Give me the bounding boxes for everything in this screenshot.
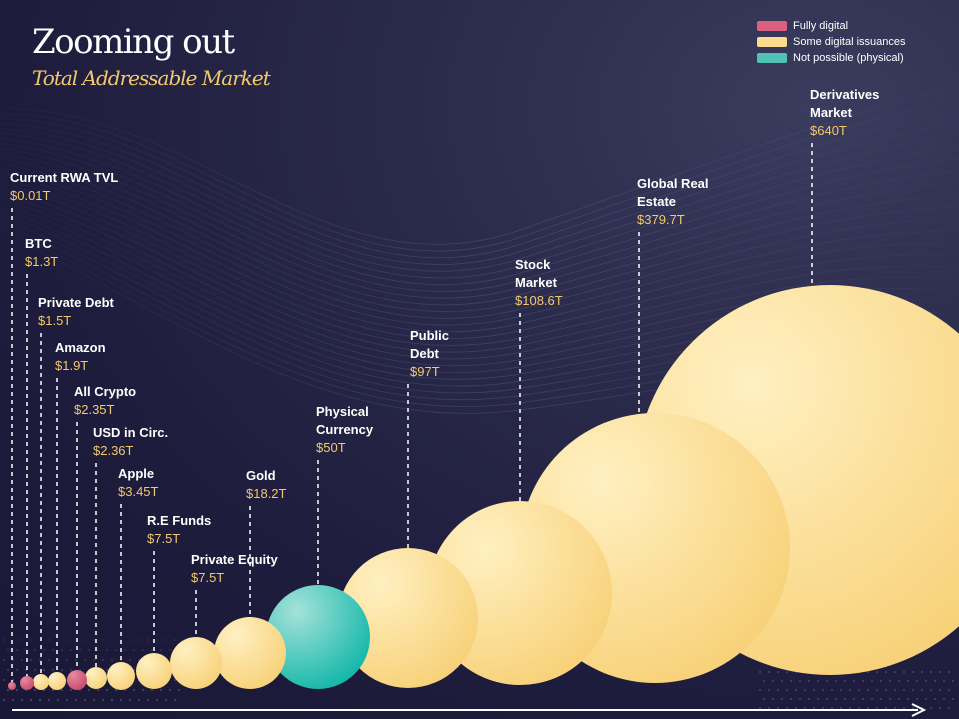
bubble-value-label: $1.3T [25,254,58,269]
bubble-value-label: $18.2T [246,486,287,501]
bubble [48,672,66,690]
bubble-name-label: Physical [316,404,369,419]
bubble [85,667,107,689]
bubble-value-label: $108.6T [515,293,563,308]
bubble [170,637,222,689]
bubble-value-label: $7.5T [147,531,180,546]
legend-item-some-digital: Some digital issuances [757,34,906,50]
bubble [338,548,478,688]
bubble-name-label: Apple [118,466,154,481]
bubble-value-label: $2.36T [93,443,134,458]
bubble-value-label: $640T [810,123,847,138]
bubble [214,617,286,689]
bubble-labels: Current RWA TVL $0.01T BTC $1.3T Private Deb… [10,87,879,585]
legend-label: Not possible (physical) [793,52,904,64]
bubble-name-label: Derivatives [810,87,879,102]
bubble-name-label: Debt [410,346,440,361]
legend-swatch-some-digital [757,37,787,47]
bubble-name-label: R.E Funds [147,513,211,528]
bubble-name-label: Market [810,105,853,120]
bubble-name-label: Private Equity [191,552,278,567]
bubble [136,653,172,689]
bubble-name-label: Private Debt [38,295,115,310]
bubble-name-label: Public [410,328,449,343]
bubble-name-label: USD in Circ. [93,425,168,440]
legend-item-physical: Not possible (physical) [757,50,906,66]
bubble-name-label: BTC [25,236,52,251]
bubble-name-label: Market [515,275,558,290]
leader-lines [11,143,813,684]
bubble-name-label: Stock [515,257,551,272]
bubble-value-label: $379.7T [637,212,685,227]
chart-subtitle: Total Addressable Market [32,66,271,90]
bubble-name-label: Current RWA TVL [10,170,118,185]
legend-swatch-fully-digital [757,21,787,31]
bubble-name-label: Amazon [55,340,106,355]
bubble-name-label: Estate [637,194,676,209]
bubble-name-label: Currency [316,422,374,437]
bubbles [8,285,959,690]
legend-swatch-physical [757,53,787,63]
bubble-value-label: $50T [316,440,346,455]
x-axis-arrow [12,703,927,717]
bubble-name-label: Gold [246,468,276,483]
chart-title: Zooming out [32,22,235,62]
bubble-value-label: $2.35T [74,402,115,417]
bubble-value-label: $3.45T [118,484,159,499]
bubble-name-label: Global Real [637,176,709,191]
bubble [67,670,87,690]
bubble [20,676,34,690]
bubble [107,662,135,690]
bubble-value-label: $1.9T [55,358,88,373]
legend: Fully digital Some digital issuances Not… [757,18,906,66]
legend-item-fully-digital: Fully digital [757,18,906,34]
bubble-value-label: $7.5T [191,570,224,585]
bubble [33,674,49,690]
legend-label: Fully digital [793,20,849,32]
bubble [8,682,16,690]
bubble [266,585,370,689]
legend-label: Some digital issuances [793,36,906,48]
bubble-value-label: $0.01T [10,188,51,203]
bubble-name-label: All Crypto [74,384,136,399]
bubble-value-label: $97T [410,364,440,379]
bubble-value-label: $1.5T [38,313,71,328]
